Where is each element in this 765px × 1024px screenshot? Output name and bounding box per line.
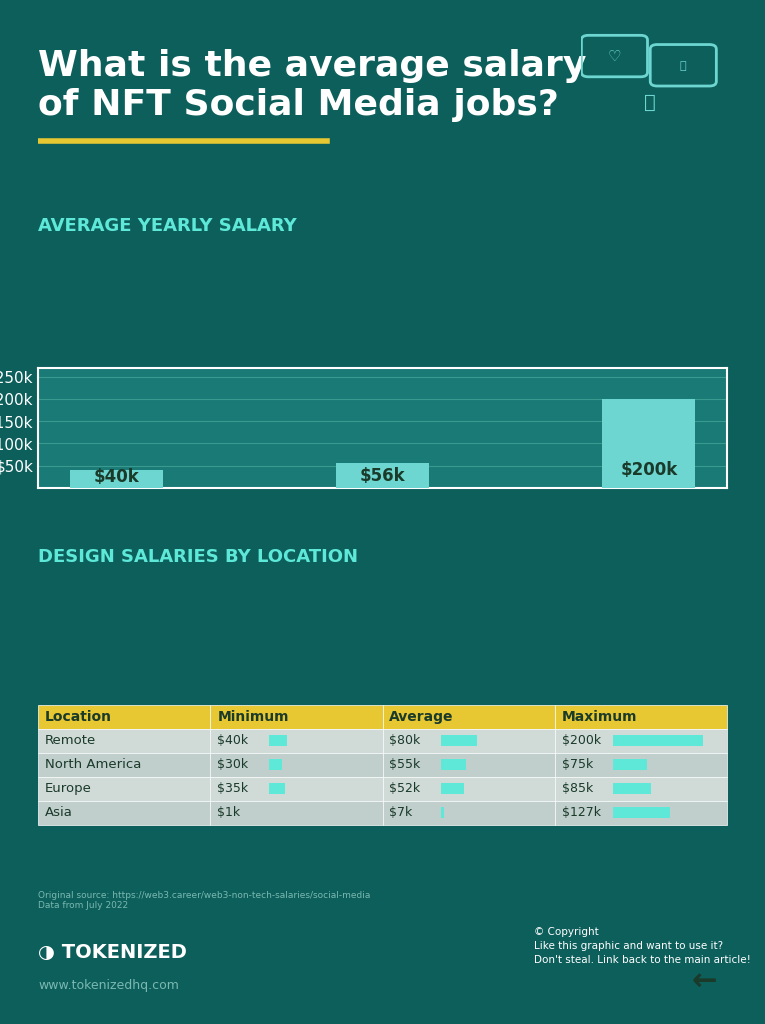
Text: $1k: $1k: [217, 806, 240, 819]
Bar: [38, 777, 210, 801]
Bar: [382, 729, 555, 753]
Text: Remote: Remote: [45, 734, 96, 748]
Text: $127k: $127k: [562, 806, 601, 819]
Text: $35k: $35k: [217, 782, 249, 796]
Text: Average: Average: [389, 710, 454, 724]
Bar: [70, 470, 163, 487]
Bar: [555, 729, 727, 753]
Text: ◑ TOKENIZED: ◑ TOKENIZED: [38, 943, 187, 962]
Text: $52k: $52k: [389, 782, 421, 796]
Text: DESIGN SALARIES BY LOCATION: DESIGN SALARIES BY LOCATION: [38, 548, 358, 566]
Text: Europe: Europe: [45, 782, 92, 796]
Text: Original source: https://web3.career/web3-non-tech-salaries/social-media
Data fr: Original source: https://web3.career/web…: [38, 891, 370, 910]
Bar: [441, 783, 464, 795]
Bar: [210, 801, 382, 825]
Text: What is the average salary
of NFT Social Media jobs?: What is the average salary of NFT Social…: [38, 49, 587, 122]
Bar: [613, 783, 651, 795]
Text: $40k: $40k: [217, 734, 249, 748]
Bar: [269, 783, 285, 795]
Bar: [210, 705, 382, 729]
Bar: [555, 777, 727, 801]
Bar: [613, 807, 670, 818]
Bar: [602, 398, 695, 487]
Bar: [269, 735, 287, 746]
Bar: [555, 753, 727, 777]
Text: 👍: 👍: [680, 60, 687, 71]
Text: $85k: $85k: [562, 782, 593, 796]
Text: $30k: $30k: [217, 758, 249, 771]
Text: ♡: ♡: [607, 49, 621, 65]
Bar: [613, 735, 702, 746]
Text: 🤝: 🤝: [644, 93, 656, 112]
Text: Location: Location: [45, 710, 112, 724]
Bar: [441, 735, 477, 746]
Text: ←: ←: [691, 968, 717, 997]
Bar: [441, 759, 466, 770]
Text: Minimum: Minimum: [217, 710, 288, 724]
Text: Asia: Asia: [45, 806, 73, 819]
Bar: [382, 777, 555, 801]
Bar: [269, 759, 282, 770]
Bar: [38, 753, 210, 777]
Bar: [382, 705, 555, 729]
Text: www.tokenizedhq.com: www.tokenizedhq.com: [38, 979, 179, 992]
Bar: [210, 729, 382, 753]
Text: © Copyright
Like this graphic and want to use it?
Don't steal. Link back to the : © Copyright Like this graphic and want t…: [534, 927, 750, 965]
Bar: [38, 729, 210, 753]
Bar: [613, 759, 646, 770]
Text: $7k: $7k: [389, 806, 412, 819]
Text: $55k: $55k: [389, 758, 421, 771]
Text: $200k: $200k: [562, 734, 601, 748]
Bar: [555, 705, 727, 729]
Bar: [210, 777, 382, 801]
Bar: [555, 801, 727, 825]
Bar: [38, 801, 210, 825]
Text: North America: North America: [45, 758, 142, 771]
Bar: [38, 705, 210, 729]
Bar: [382, 753, 555, 777]
Text: $80k: $80k: [389, 734, 421, 748]
Bar: [210, 753, 382, 777]
Text: Maximum: Maximum: [562, 710, 637, 724]
Text: AVERAGE YEARLY SALARY: AVERAGE YEARLY SALARY: [38, 217, 297, 236]
Text: $56k: $56k: [360, 467, 405, 485]
Bar: [441, 807, 444, 818]
Text: $40k: $40k: [93, 468, 139, 486]
Text: $75k: $75k: [562, 758, 593, 771]
Text: $200k: $200k: [620, 461, 678, 479]
Bar: [382, 801, 555, 825]
Bar: [336, 463, 429, 487]
